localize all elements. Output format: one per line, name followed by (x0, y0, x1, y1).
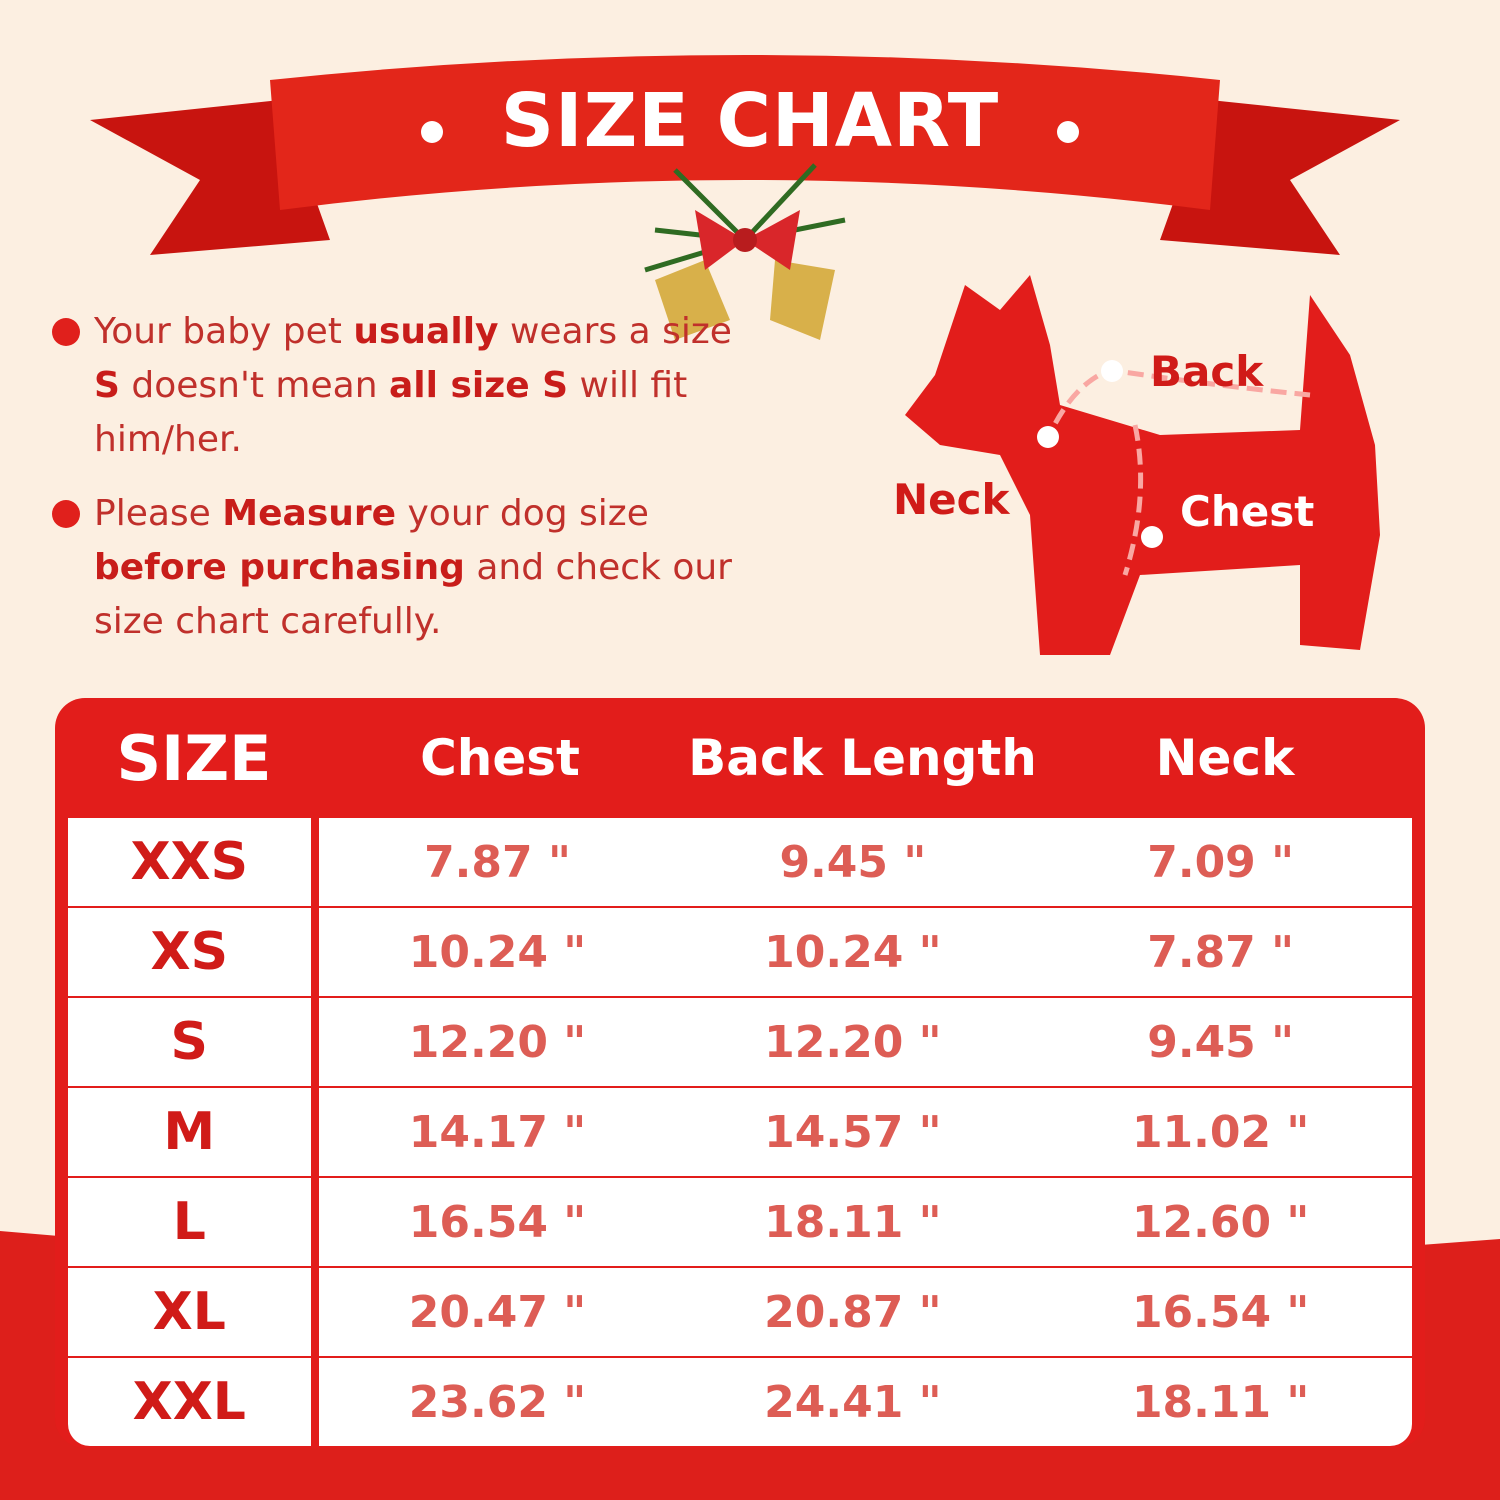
size-table: SIZE Chest Back Length Neck XXS 7.87 " 9.4… (55, 698, 1425, 1448)
bullet-text: Your baby pet usually wears a size S doe… (94, 311, 732, 460)
chest-cell: 23.62 " (408, 1376, 587, 1428)
size-cell: XS (68, 908, 319, 996)
back-length-cell: 20.87 " (764, 1286, 942, 1338)
title-ribbon (90, 55, 1400, 255)
bullet-item: Please Measure your dog size before purc… (48, 487, 748, 649)
text: will fit him/her. (94, 365, 688, 460)
chest-cell: 12.20 " (408, 1016, 587, 1068)
header-back-length: Back Length (688, 729, 1037, 787)
header-size: SIZE (116, 721, 272, 795)
neck-cell: 7.09 " (1147, 836, 1295, 888)
header-chest: Chest (420, 729, 580, 787)
table-body: XXS 7.87 " 9.45 " 7.09 " XS 10.24 " 10.24 " 7.8… (68, 818, 1412, 1448)
size-cell: S (68, 998, 319, 1086)
neck-cell: 7.87 " (1147, 926, 1295, 978)
chest-cell: 14.17 " (408, 1106, 587, 1158)
emphasis-text: S (94, 365, 120, 406)
emphasis-text: usually (353, 311, 499, 352)
back-length-cell: 12.20 " (764, 1016, 942, 1068)
chest-cell: 16.54 " (408, 1196, 587, 1248)
back-label: Back (1150, 347, 1264, 396)
page-title: SIZE CHART (500, 78, 1000, 164)
size-cell: XXL (68, 1358, 319, 1446)
text: wears a size (498, 311, 732, 352)
dog-silhouette-icon (905, 275, 1380, 655)
instructions: Your baby pet usually wears a size S doe… (48, 305, 748, 669)
chest-cell: 7.87 " (424, 836, 571, 888)
chest-cell: 10.24 " (408, 926, 587, 978)
table-row: L 16.54 " 18.11 " 12.60 " (68, 1178, 1412, 1266)
chest-label: Chest (1180, 487, 1315, 536)
header-neck: Neck (1155, 729, 1295, 787)
text: your dog size (396, 493, 649, 534)
neck-cell: 12.60 " (1131, 1196, 1310, 1248)
size-cell: L (68, 1178, 319, 1266)
emphasis-text: all size S (388, 365, 569, 406)
neck-cell: 11.02 " (1131, 1106, 1310, 1158)
bullet-item: Your baby pet usually wears a size S doe… (48, 305, 748, 467)
bullet-dot-icon (52, 500, 80, 528)
bullet-dot-icon (52, 318, 80, 346)
size-cell: XL (68, 1268, 319, 1356)
neck-cell: 9.45 " (1147, 1016, 1295, 1068)
neck-label: Neck (893, 475, 1010, 524)
back-length-cell: 9.45 " (779, 836, 927, 888)
back-length-cell: 24.41 " (764, 1376, 942, 1428)
bullet-text: Please Measure your dog size before purc… (94, 493, 732, 642)
text: Please (94, 493, 223, 534)
size-cell: M (68, 1088, 319, 1176)
back-length-cell: 14.57 " (764, 1106, 942, 1158)
back-length-cell: 18.11 " (764, 1196, 942, 1248)
table-row: M 14.17 " 14.57 " 11.02 " (68, 1088, 1412, 1176)
text: Your baby pet (94, 311, 354, 352)
text: doesn't mean (119, 365, 389, 406)
table-row: XL 20.47 " 20.87 " 16.54 " (68, 1268, 1412, 1356)
back-length-cell: 10.24 " (764, 926, 942, 978)
table-row: XXL 23.62 " 24.41 " 18.11 " (68, 1358, 1412, 1446)
size-cell: XXS (68, 818, 319, 906)
christmas-bells-decoration (644, 163, 846, 340)
text: and check our size chart carefully. (94, 547, 732, 642)
dog-measurement-diagram: Back Neck Chest (880, 265, 1400, 665)
neck-cell: 18.11 " (1131, 1376, 1310, 1428)
table-row: XS 10.24 " 10.24 " 7.87 " (68, 908, 1412, 996)
table-row: XXS 7.87 " 9.45 " 7.09 " (68, 818, 1412, 906)
emphasis-text: before purchasing (94, 547, 465, 588)
neck-cell: 16.54 " (1131, 1286, 1310, 1338)
emphasis-text: Measure (222, 493, 397, 534)
chest-cell: 20.47 " (408, 1286, 587, 1338)
table-row: S 12.20 " 12.20 " 9.45 " (68, 998, 1412, 1086)
